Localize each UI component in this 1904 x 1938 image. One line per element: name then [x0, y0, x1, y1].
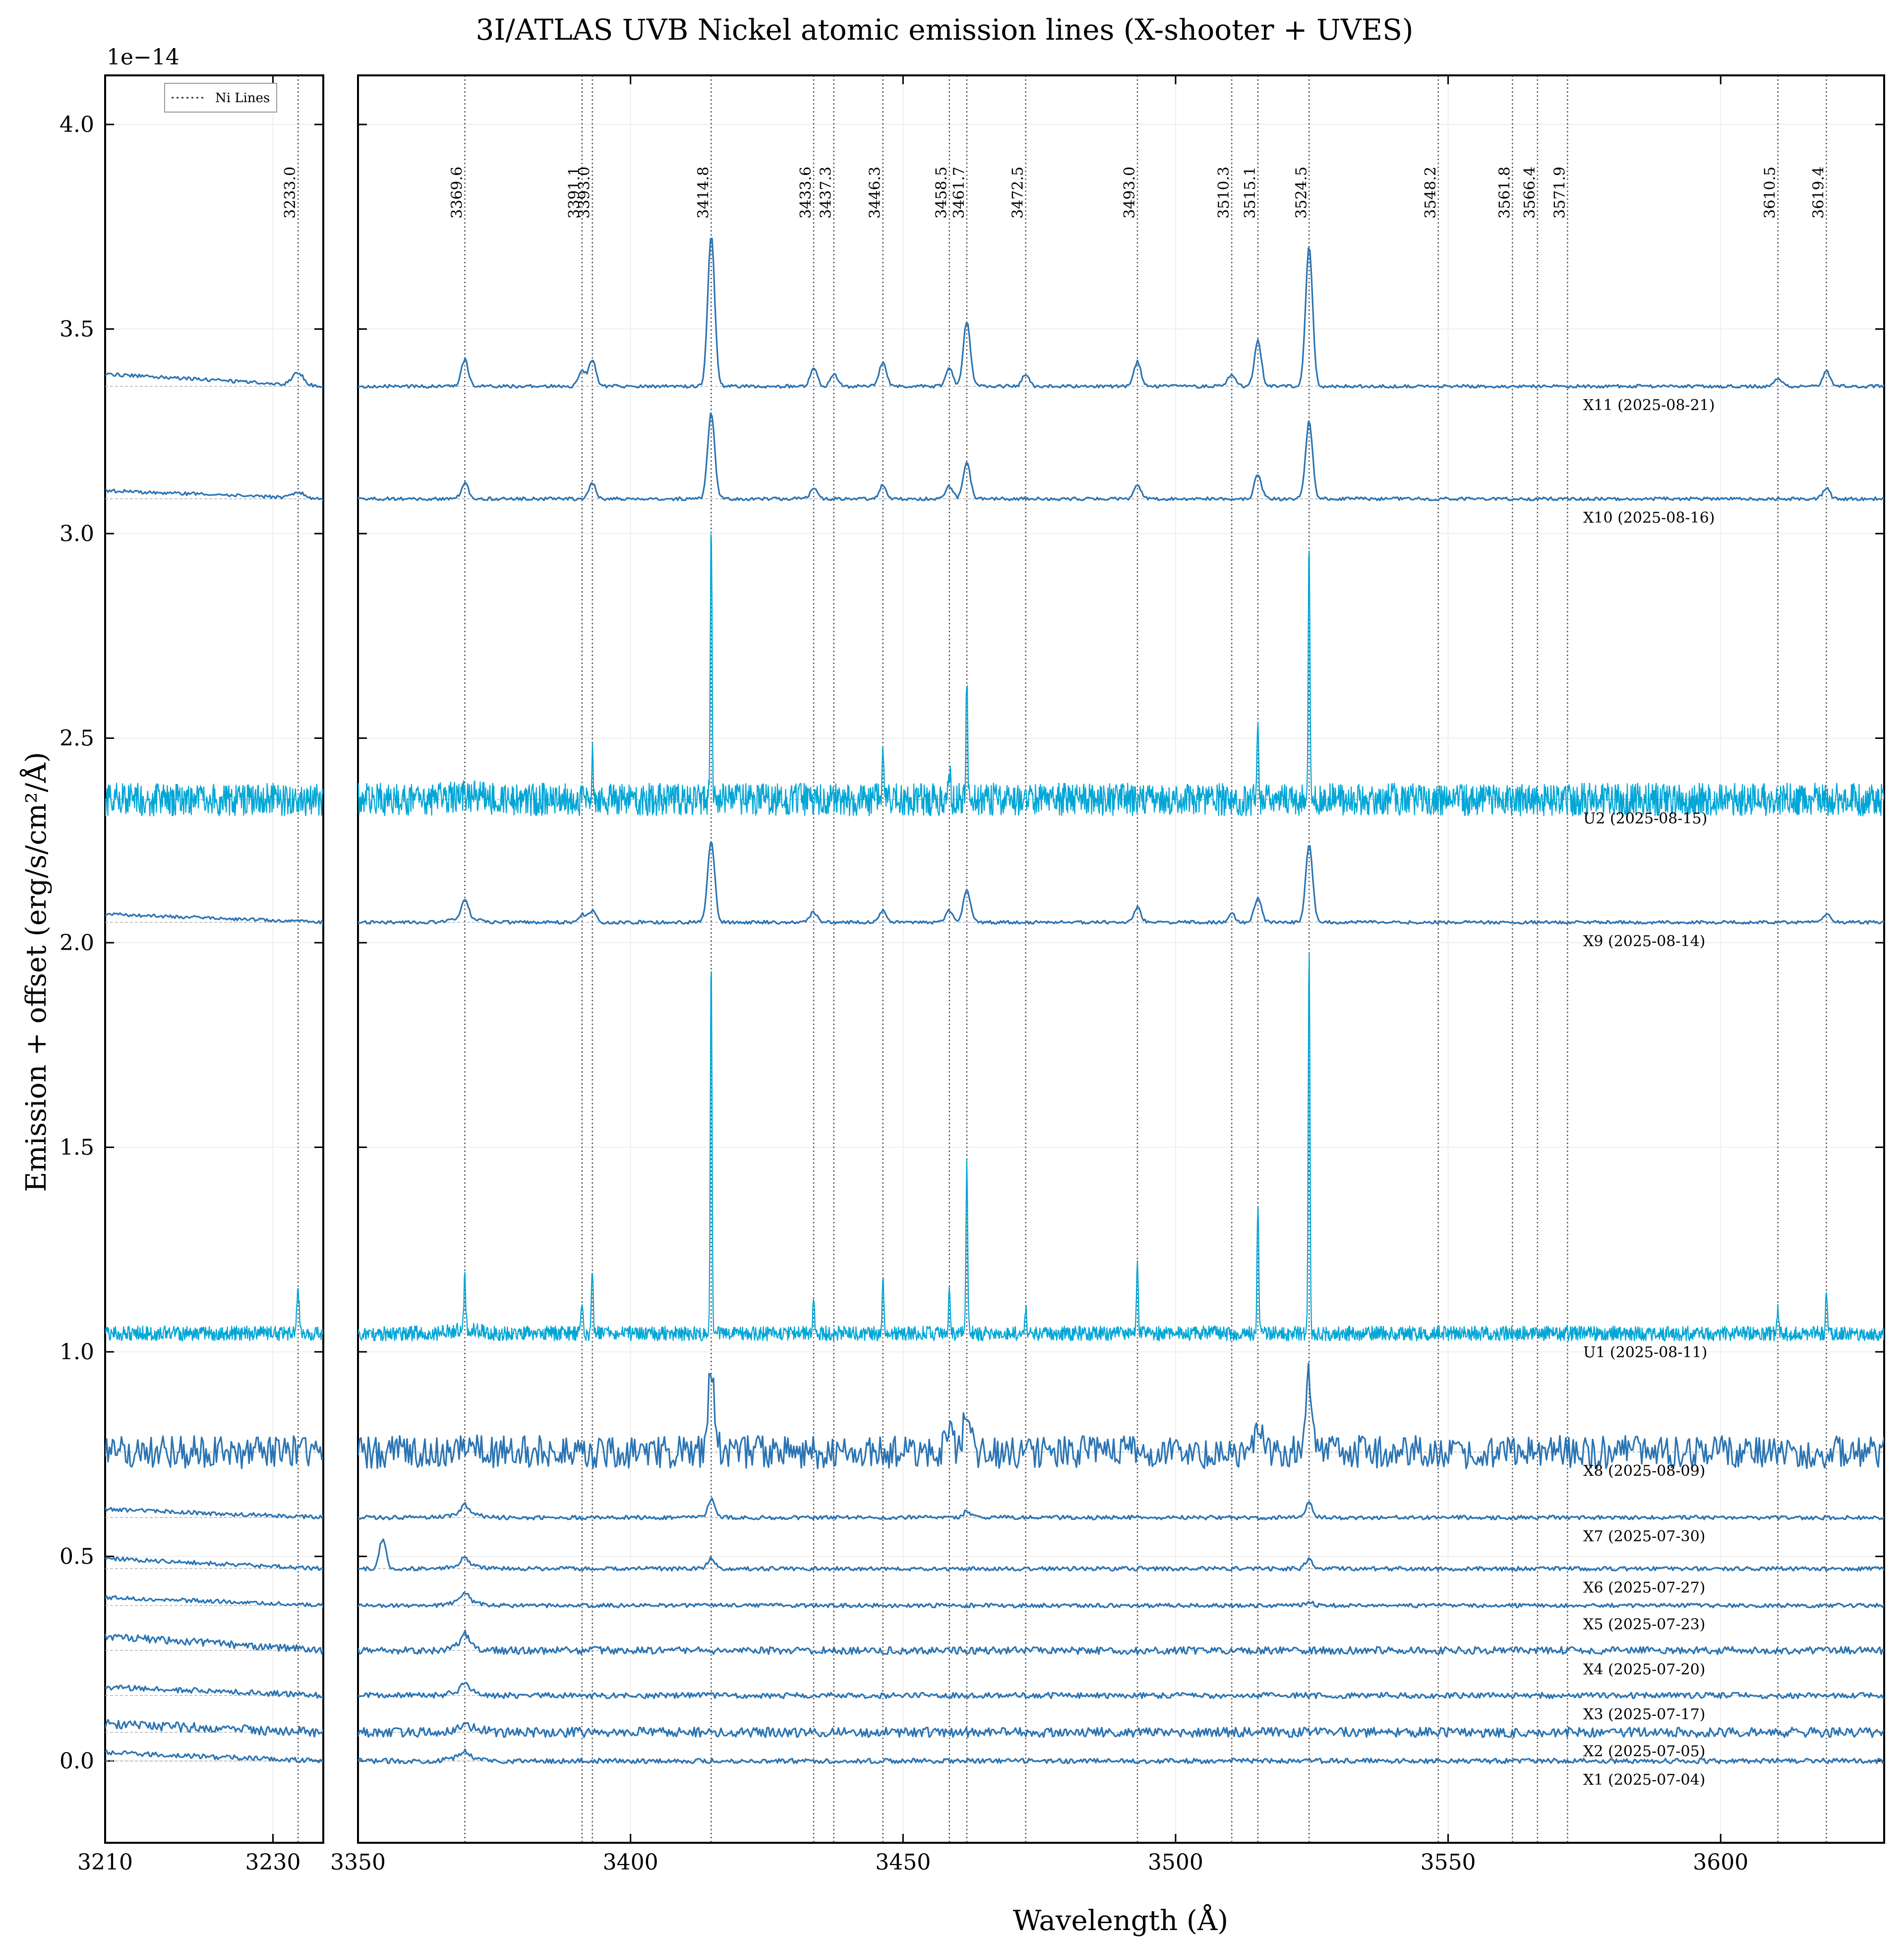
chart-title: 3I/ATLAS UVB Nickel atomic emission line…: [476, 13, 1413, 47]
x-tick-label: 3500: [1148, 1850, 1203, 1875]
legend: Ni Lines: [164, 83, 277, 113]
ni-line-label: 3610.5: [1762, 167, 1779, 219]
spectrum-line: [105, 1435, 323, 1469]
ni-line-label: 3433.6: [797, 167, 815, 219]
x-tick-label: 3350: [330, 1850, 386, 1875]
spectrum-line: [358, 1630, 1884, 1655]
ni-line-label: 3515.1: [1242, 167, 1259, 219]
y-tick-label: 1.5: [60, 1135, 94, 1160]
spectrum-line: [105, 1685, 323, 1699]
x-axis-label: Wavelength (Å): [1013, 1904, 1228, 1937]
spectrum-line: [105, 1288, 323, 1341]
spectrum-line: [358, 1592, 1884, 1609]
ni-line-label: 3493.0: [1121, 167, 1138, 219]
spectra-panel-0: [105, 371, 323, 1763]
y-tick-label: 3.5: [60, 317, 94, 342]
spectrum-line: [358, 413, 1884, 501]
spectrum-line: [105, 1556, 323, 1571]
y-tick-label: 2.5: [60, 726, 94, 751]
spectrum-line: [358, 238, 1884, 389]
series-label: X3 (2025-07-17): [1583, 1706, 1705, 1723]
ni-line-label: 3461.7: [951, 167, 968, 219]
y-tick-label: 1.0: [60, 1339, 94, 1365]
series-label: X1 (2025-07-04): [1583, 1771, 1705, 1789]
spectrum-line: [358, 1682, 1884, 1699]
spectrum-line: [358, 952, 1884, 1341]
ni-line-label: 3548.2: [1422, 167, 1439, 219]
ni-line-label: 3619.4: [1810, 167, 1827, 219]
x-tick-label: 3600: [1693, 1850, 1748, 1875]
spectrum-line: [105, 1595, 323, 1608]
series-label: X9 (2025-08-14): [1583, 933, 1705, 950]
spectrum-line: [105, 488, 323, 501]
spectrum-line: [105, 783, 323, 817]
spectrum-line: [105, 1507, 323, 1519]
series-label: X10 (2025-08-16): [1583, 509, 1715, 527]
y-tick-label: 0.0: [60, 1749, 94, 1774]
ni-line-label: 3566.4: [1521, 167, 1539, 219]
grid-panel-0: 3233.0 0.0 0.5 1.0 1.5 2.0 2.5 3.0 3.5 4.0 3210 323…: [60, 74, 324, 1875]
ni-line-label: 3233.0: [282, 167, 299, 219]
x-tick-label: 3550: [1421, 1850, 1476, 1875]
spectrum-line: [105, 1719, 323, 1738]
series-label: X8 (2025-08-09): [1583, 1462, 1705, 1480]
ni-line-label: 3510.3: [1215, 167, 1233, 219]
spectrum-line: [105, 371, 323, 388]
spectrum-line: [358, 1538, 1884, 1572]
series-label: X2 (2025-07-05): [1583, 1743, 1705, 1760]
y-tick-label: 3.0: [60, 521, 94, 546]
spectrum-line: [358, 1748, 1884, 1764]
series-label: X11 (2025-08-21): [1583, 397, 1715, 414]
spectrum-line: [105, 1750, 323, 1763]
plot-frame: [357, 74, 1885, 1844]
spectrum-line: [358, 1362, 1884, 1469]
x-tick-label: 3400: [603, 1850, 658, 1875]
series-label: U1 (2025-08-11): [1583, 1344, 1707, 1361]
series-label: X5 (2025-07-23): [1583, 1616, 1705, 1634]
ni-line-label: 3458.5: [933, 167, 951, 219]
spectra-panel-1: X1 (2025-07-04) X2 (2025-07-05) X3 (2025-0…: [358, 238, 1884, 1789]
ni-line-label: 3571.9: [1551, 167, 1568, 219]
ni-line-label: 3446.3: [867, 167, 884, 219]
ni-line-label: 3472.5: [1010, 167, 1027, 219]
y-tick-label: 2.0: [60, 930, 94, 956]
x-tick-label: 3230: [245, 1850, 300, 1875]
y-tick-label: 4.0: [60, 112, 94, 137]
ni-line-label: 3414.8: [695, 167, 712, 219]
ni-line-label: 3393.0: [576, 167, 594, 219]
series-label: U2 (2025-08-15): [1583, 810, 1707, 827]
ni-line-label: 3391.1: [566, 167, 583, 219]
ni-line-label: 3524.5: [1293, 167, 1310, 219]
spectrum-line: [358, 534, 1884, 817]
plot-layer: 3233.0 0.0 0.5 1.0 1.5 2.0 2.5 3.0 3.5 4.0 3210 323…: [60, 74, 1885, 1875]
ni-line-label: 3437.3: [818, 167, 835, 219]
spectrum-line: [358, 1722, 1884, 1738]
ni-line-label: 3561.8: [1496, 167, 1513, 219]
x-tick-label: 3210: [77, 1850, 133, 1875]
series-label: X4 (2025-07-20): [1583, 1661, 1705, 1678]
spectrum-line: [358, 842, 1884, 925]
spectrum-line: [358, 1497, 1884, 1520]
x-tick-label: 3450: [875, 1850, 931, 1875]
legend-label: Ni Lines: [215, 91, 270, 106]
y-tick-label: 0.5: [60, 1544, 94, 1570]
series-label: X6 (2025-07-27): [1583, 1579, 1705, 1596]
spectrum-line: [105, 1634, 323, 1655]
y-axis-label: Emission + offset (erg/s/cm²/Å): [19, 752, 53, 1192]
series-label: X7 (2025-07-30): [1583, 1528, 1705, 1545]
plot-frame: [104, 74, 324, 1844]
y-multiplier: 1e−14: [107, 45, 179, 70]
spectrum-line: [105, 912, 323, 924]
ni-line-label: 3369.6: [448, 167, 466, 219]
